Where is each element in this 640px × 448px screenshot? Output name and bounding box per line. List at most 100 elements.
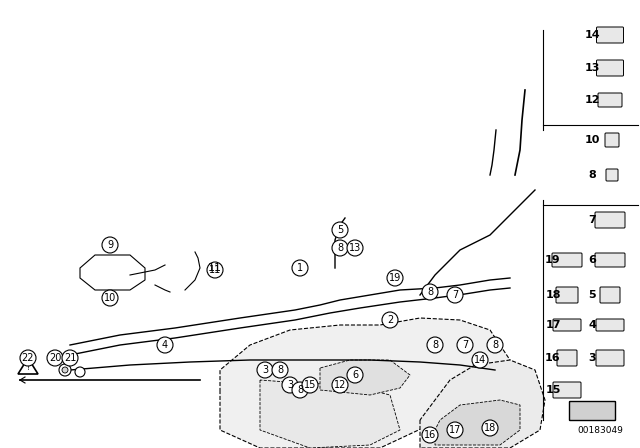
- Text: 18: 18: [545, 290, 561, 300]
- FancyBboxPatch shape: [596, 319, 624, 331]
- Text: 1: 1: [297, 263, 303, 273]
- FancyBboxPatch shape: [556, 287, 578, 303]
- Circle shape: [47, 350, 63, 366]
- Text: 8: 8: [337, 243, 343, 253]
- Text: 3: 3: [287, 380, 293, 390]
- Circle shape: [472, 352, 488, 368]
- Text: 8: 8: [427, 287, 433, 297]
- FancyBboxPatch shape: [606, 169, 618, 181]
- Circle shape: [457, 337, 473, 353]
- Text: 7: 7: [588, 215, 596, 225]
- Text: 17: 17: [449, 425, 461, 435]
- Text: 4: 4: [162, 340, 168, 350]
- Text: 13: 13: [584, 63, 600, 73]
- FancyBboxPatch shape: [557, 350, 577, 366]
- Text: 19: 19: [389, 273, 401, 283]
- Text: 7: 7: [452, 290, 458, 300]
- Circle shape: [347, 367, 363, 383]
- FancyBboxPatch shape: [598, 93, 622, 107]
- Text: !: !: [27, 365, 29, 371]
- FancyBboxPatch shape: [605, 133, 619, 147]
- Circle shape: [382, 312, 398, 328]
- FancyBboxPatch shape: [596, 60, 623, 76]
- Text: 16: 16: [545, 353, 561, 363]
- FancyBboxPatch shape: [596, 27, 623, 43]
- Text: 17: 17: [545, 320, 561, 330]
- Circle shape: [62, 350, 78, 366]
- Circle shape: [387, 270, 403, 286]
- Circle shape: [332, 377, 348, 393]
- Polygon shape: [320, 360, 410, 395]
- Circle shape: [20, 350, 36, 366]
- Circle shape: [332, 240, 348, 256]
- Circle shape: [292, 260, 308, 276]
- Circle shape: [422, 284, 438, 300]
- Circle shape: [292, 382, 308, 398]
- Text: 7: 7: [462, 340, 468, 350]
- FancyBboxPatch shape: [595, 253, 625, 267]
- Circle shape: [427, 337, 443, 353]
- Circle shape: [157, 337, 173, 353]
- Text: 19: 19: [545, 255, 561, 265]
- Text: 11: 11: [208, 263, 222, 273]
- Circle shape: [447, 422, 463, 438]
- Text: 8: 8: [297, 385, 303, 395]
- Text: 12: 12: [584, 95, 600, 105]
- Circle shape: [482, 420, 498, 436]
- Text: 12: 12: [334, 380, 346, 390]
- FancyBboxPatch shape: [553, 382, 581, 398]
- Polygon shape: [435, 400, 520, 445]
- FancyBboxPatch shape: [570, 401, 616, 421]
- Text: 20: 20: [49, 353, 61, 363]
- Circle shape: [59, 364, 71, 376]
- Text: 14: 14: [584, 30, 600, 40]
- Circle shape: [487, 337, 503, 353]
- Text: 8: 8: [492, 340, 498, 350]
- Circle shape: [282, 377, 298, 393]
- Circle shape: [207, 262, 223, 278]
- Text: 9: 9: [107, 240, 113, 250]
- Polygon shape: [220, 318, 510, 448]
- Text: 3: 3: [262, 365, 268, 375]
- Circle shape: [257, 362, 273, 378]
- Text: 10: 10: [104, 293, 116, 303]
- Text: 5: 5: [337, 225, 343, 235]
- Text: 5: 5: [588, 290, 596, 300]
- Text: 13: 13: [349, 243, 361, 253]
- Circle shape: [272, 362, 288, 378]
- FancyBboxPatch shape: [595, 212, 625, 228]
- Circle shape: [102, 290, 118, 306]
- Text: 18: 18: [484, 423, 496, 433]
- Text: 2: 2: [387, 315, 393, 325]
- Text: 15: 15: [545, 385, 561, 395]
- Text: 8: 8: [588, 170, 596, 180]
- FancyBboxPatch shape: [552, 253, 582, 267]
- Text: 6: 6: [352, 370, 358, 380]
- Text: 6: 6: [588, 255, 596, 265]
- Circle shape: [447, 287, 463, 303]
- Text: 11: 11: [209, 265, 221, 275]
- Polygon shape: [420, 360, 545, 448]
- Text: 22: 22: [22, 353, 35, 363]
- FancyBboxPatch shape: [600, 287, 620, 303]
- Text: 3: 3: [588, 353, 596, 363]
- Text: 8: 8: [432, 340, 438, 350]
- Circle shape: [302, 377, 318, 393]
- Circle shape: [102, 237, 118, 253]
- Text: 15: 15: [304, 380, 316, 390]
- Text: 10: 10: [584, 135, 600, 145]
- Text: 00183049: 00183049: [577, 426, 623, 435]
- Text: 14: 14: [474, 355, 486, 365]
- Polygon shape: [260, 380, 400, 448]
- FancyBboxPatch shape: [596, 350, 624, 366]
- Text: 4: 4: [588, 320, 596, 330]
- Circle shape: [75, 367, 85, 377]
- Text: 8: 8: [277, 365, 283, 375]
- FancyBboxPatch shape: [553, 319, 581, 331]
- Circle shape: [332, 222, 348, 238]
- Text: 16: 16: [424, 430, 436, 440]
- Circle shape: [347, 240, 363, 256]
- Circle shape: [422, 427, 438, 443]
- Text: 21: 21: [64, 353, 76, 363]
- Circle shape: [62, 367, 68, 373]
